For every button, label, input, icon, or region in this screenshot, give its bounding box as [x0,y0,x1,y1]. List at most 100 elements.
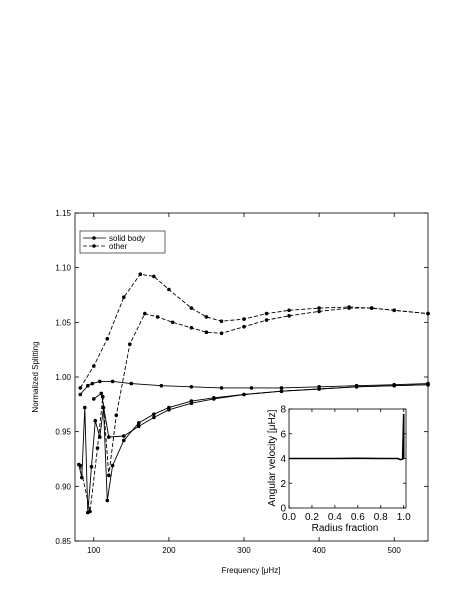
main-y-tick-label: 1.05 [55,318,71,327]
inset-y-tick-label: 2 [280,479,286,490]
legend-solid-marker [92,236,96,240]
main-data-point [317,306,321,310]
main-data-point [105,498,110,503]
main-data-point [128,342,132,347]
main-data-point [167,287,171,292]
legend-box [79,230,166,254]
main-data-point [159,383,164,388]
main-data-point [143,311,147,316]
main-data-point [155,315,160,319]
main-data-point [242,392,246,397]
main-x-tick-label: 500 [388,546,402,555]
main-data-point [317,387,321,391]
main-data-point [93,418,98,423]
inset-y-tick-label: 4 [280,454,286,465]
main-data-point [189,306,194,310]
main-x-axis-label: Frequency [μHz] [222,566,281,575]
main-data-point [287,314,291,318]
main-data-point [219,331,224,336]
main-data-point [107,473,111,478]
main-data-point [189,385,194,389]
main-data-point [152,415,156,420]
main-data-point [264,311,269,316]
main-data-point [86,383,90,388]
main-x-tick-label: 400 [312,546,326,555]
inset-x-tick-label: 0.8 [374,512,388,523]
main-y-tick-label: 1.10 [55,264,71,273]
main-data-point [212,397,216,401]
inset-x-axis-label: Radius fraction [312,523,379,534]
main-y-tick-label: 1.00 [55,373,71,382]
main-data-point [89,464,94,469]
main-data-point [170,320,175,325]
main-data-point [78,392,83,397]
main-data-point [189,326,194,330]
main-data-point [426,311,430,316]
main-data-point [90,381,95,386]
main-data-point [189,401,194,406]
main-data-point [114,413,119,418]
main-data-point [137,424,141,429]
legend-label-solid-body: solid body [109,234,145,243]
main-x-tick-label: 300 [237,546,251,555]
main-data-point [138,272,143,277]
main-y-tick-label: 0.90 [55,482,71,491]
main-data-point [78,386,83,390]
main-data-point [347,306,351,310]
main-ticks: 100 200 300 400 5000.850.900.951.001.051.101… [55,209,428,555]
inset-y-axis-label: Angular velocity [μHz] [267,409,278,506]
inset-series [289,413,405,461]
inset-y-tick-label: 8 [280,405,286,416]
main-data-point [101,394,105,399]
main-data-point [167,408,171,412]
main-y-tick-label: 1.15 [55,209,71,218]
main-data-point [107,435,111,439]
main-data-point [264,318,269,322]
main-data-point [219,319,224,324]
main-data-point [426,382,430,387]
main-series-line-3 [79,273,429,389]
main-data-point [110,379,115,384]
main-data-point [152,274,156,279]
main-data-point [249,386,254,390]
inset-x-tick-label: 1.0 [397,512,411,523]
main-data-point [137,421,141,425]
main-data-point [88,509,92,514]
main-y-tick-label: 0.95 [55,428,71,437]
main-data-point [122,295,126,300]
main-data-point [204,330,209,335]
inset-x-tick-label: 0.4 [328,512,342,523]
inset-x-tick-label: 0.6 [351,512,365,523]
main-data-point [354,385,359,389]
main-data-point [122,438,126,443]
main-data-point [242,317,246,321]
main-data-point [95,446,100,450]
legend: solid body other [79,230,166,254]
main-data-point [317,309,321,314]
main-data-point [105,336,110,341]
legend-label-other: other [109,242,128,251]
main-data-point [98,379,102,384]
main-data-point [369,306,374,310]
main-data-point [287,308,291,313]
main-data-point [129,381,134,386]
inset-ticks: 0.0 0.2 0.4 0.6 0.8 1.0 0 2 4 6 8 [280,405,411,524]
inset-x-tick-label: 0.0 [282,512,296,523]
main-data-point [83,405,87,410]
main-x-tick-label: 100 [87,546,101,555]
legend-dashed-marker [92,244,96,248]
main-data-point [279,389,284,394]
inset-x-tick-label: 0.2 [305,512,319,523]
main-chart: 100 200 300 400 5000.850.900.951.001.051.101… [31,209,430,575]
main-data-point [110,463,115,468]
inset-series-line-0 [289,413,405,461]
main-data-point [242,324,246,329]
main-data-point [99,391,104,396]
main-y-axis-label: Normalized Splitting [31,341,40,412]
main-data-point [78,463,83,468]
main-data-point [392,383,397,388]
main-x-tick-label: 200 [162,546,176,555]
main-data-point [122,434,126,438]
